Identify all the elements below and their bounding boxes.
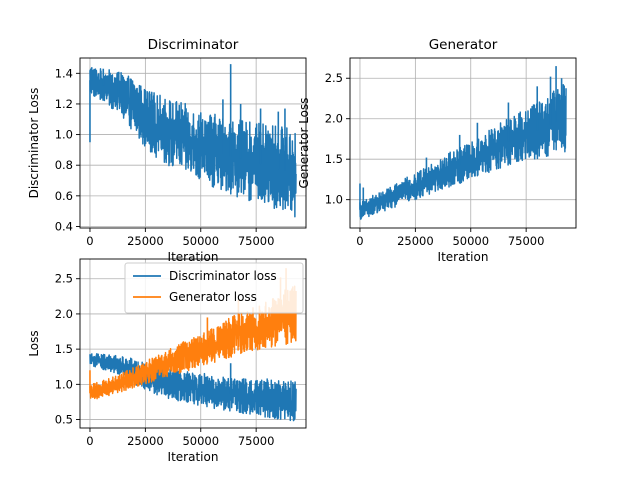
- y-tick-label: 1.0: [55, 128, 73, 142]
- legend-label: Discriminator loss: [169, 269, 277, 283]
- subplot-generator: 0 25000 50000 75000 1.0 1.5 2.0 2.5 Generator Ite…: [297, 37, 577, 264]
- x-tick-label: 75000: [238, 234, 275, 248]
- x-axis-label: Iteration: [438, 250, 489, 264]
- x-tick-label: 50000: [452, 234, 489, 248]
- y-tick-label: 1.5: [325, 152, 343, 166]
- y-tick-label: 1.0: [55, 377, 73, 391]
- y-tick-label: 2.5: [55, 272, 73, 286]
- x-axis-label: Iteration: [168, 450, 219, 464]
- x-tick-label: 0: [86, 434, 93, 448]
- axes-frame: [79, 258, 307, 429]
- y-tick-label: 1.5: [55, 342, 73, 356]
- x-tick-label: 75000: [508, 234, 545, 248]
- subplot-discriminator: 0 25000 50000 75000 0.4 0.6 0.8 1.0 1.2 1.4 Discri…: [27, 37, 307, 264]
- y-tick-label: 0.4: [55, 219, 73, 233]
- axes-frame: [79, 57, 307, 229]
- y-tick-label: 1.0: [325, 193, 343, 207]
- legend-box: [124, 262, 304, 314]
- y-tick-label: 1.2: [55, 97, 73, 111]
- y-tick-label: 0.8: [55, 158, 73, 172]
- y-axis-label: Generator Loss: [297, 97, 311, 188]
- series-line-generator-loss: [89, 285, 297, 400]
- y-tick-label: 0.6: [55, 189, 73, 203]
- x-tick-label: 50000: [182, 434, 219, 448]
- x-tick-label: 50000: [182, 234, 219, 248]
- y-tick-label: 2.0: [55, 307, 73, 321]
- subplot-title: Generator: [429, 37, 498, 53]
- subplot-title: Discriminator: [148, 37, 239, 53]
- y-axis-label: Discriminator Loss: [27, 88, 41, 199]
- y-axis-label: Loss: [27, 330, 41, 356]
- series-line-generator: [359, 83, 567, 220]
- legend: Discriminator loss Generator loss: [124, 262, 304, 314]
- y-tick-label: 2.0: [325, 112, 343, 126]
- x-tick-label: 0: [356, 234, 363, 248]
- y-tick-label: 0.5: [55, 413, 73, 427]
- x-tick-label: 25000: [127, 234, 164, 248]
- series-line-discriminator-loss: [89, 353, 297, 422]
- x-axis-label: Iteration: [168, 250, 219, 264]
- subplot-combined: 0 25000 50000 75000 0.5 1.0 1.5 2.0 2.5 Iteration…: [27, 258, 307, 464]
- x-tick-label: 25000: [127, 434, 164, 448]
- x-tick-label: 75000: [238, 434, 275, 448]
- x-tick-label: 25000: [397, 234, 434, 248]
- y-tick-label: 2.5: [325, 71, 343, 85]
- legend-label: Generator loss: [169, 290, 257, 304]
- x-tick-label: 0: [86, 234, 93, 248]
- y-tick-label: 1.4: [55, 66, 73, 80]
- series-line-discriminator: [89, 68, 297, 218]
- axes-frame: [349, 57, 577, 229]
